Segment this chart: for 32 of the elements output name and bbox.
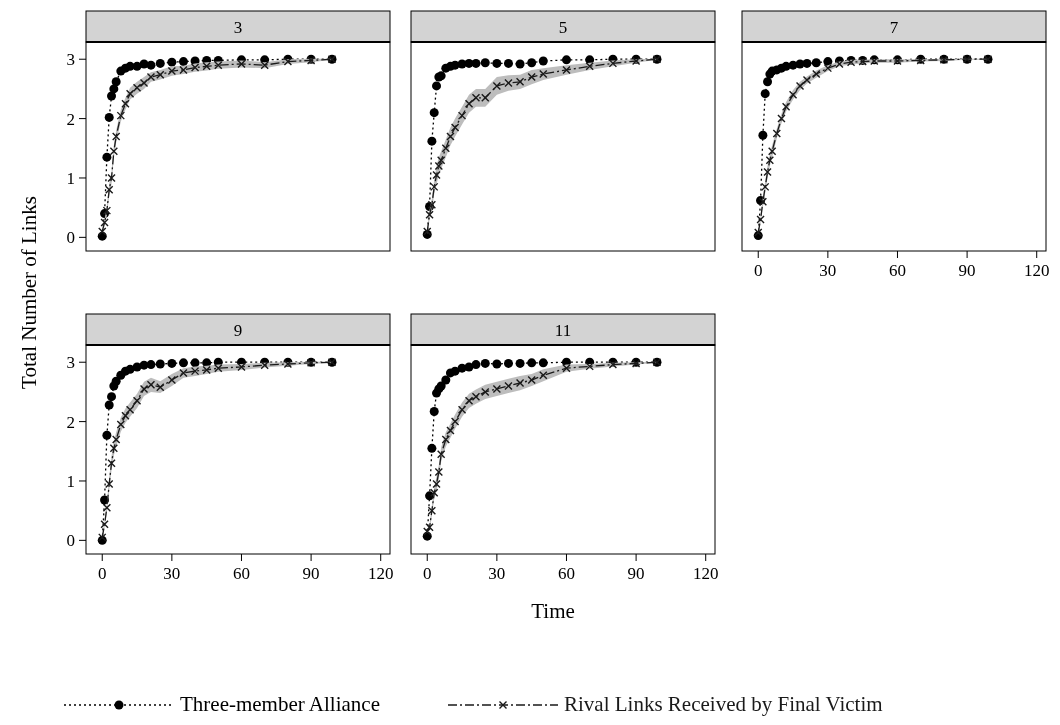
chart-title: 11 (554, 320, 572, 340)
y-tick-label: 0 (66, 531, 75, 551)
x-tick-label: 120 (367, 564, 394, 583)
y-tick-label: 3 (66, 353, 75, 373)
x-tick-label: 0 (753, 261, 763, 280)
x-tick-label: 120 (692, 564, 719, 583)
x-tick-label: 90 (302, 564, 320, 583)
y-tick-label: 1 (66, 168, 75, 188)
x-tick-label: 90 (627, 564, 645, 583)
x-tick-label: 30 (819, 261, 837, 280)
x-tick-label: 60 (232, 564, 250, 583)
y-axis-title: Total Number of Links (17, 196, 41, 389)
chart-title: 5 (558, 17, 568, 37)
x-tick-label: 60 (888, 261, 906, 280)
y-tick-label: 0 (66, 228, 75, 248)
x-tick-label: 30 (488, 564, 506, 583)
y-tick-label: 2 (66, 109, 75, 129)
y-tick-label: 3 (66, 50, 75, 70)
chart-title: 9 (233, 320, 243, 340)
x-tick-label: 0 (422, 564, 432, 583)
x-tick-label: 90 (958, 261, 976, 280)
chart-title: 7 (889, 17, 899, 37)
text: Three-member Alliance (180, 692, 380, 716)
x-tick-label: 30 (163, 564, 181, 583)
x-tick-label: 60 (557, 564, 575, 583)
y-tick-label: 1 (66, 471, 75, 491)
x-axis-title: Time (531, 599, 575, 623)
x-tick-label: 120 (1023, 261, 1050, 280)
text: Rival Links Received by Final Victim (564, 692, 883, 716)
y-tick-label: 2 (66, 412, 75, 432)
x-tick-label: 0 (97, 564, 107, 583)
chart-title: 3 (233, 17, 243, 37)
